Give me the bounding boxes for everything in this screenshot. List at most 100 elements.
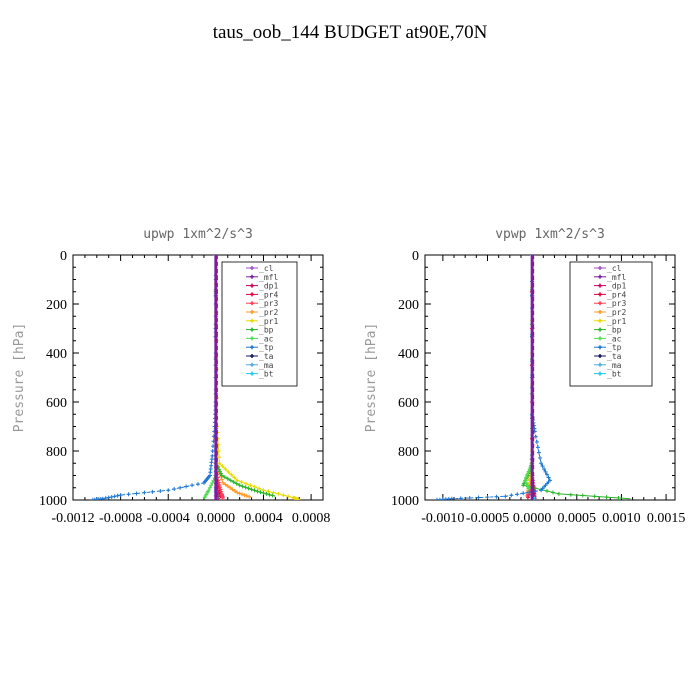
series-marker-pr2: [221, 480, 225, 485]
series-marker-pr3: [220, 495, 225, 500]
legend-marker: [250, 274, 254, 279]
legend-marker: [598, 318, 602, 323]
series-marker-tp: [201, 480, 206, 485]
series-marker-tp: [543, 469, 548, 474]
legend-marker: [250, 292, 254, 297]
legend-marker: [250, 345, 254, 350]
series-marker-tp: [142, 490, 147, 495]
chart-1: vpwp 1xm^2/s^3 Pressure [hPa] 0 200 400 600 80…: [364, 227, 685, 526]
legend: _cl_mfl_dp1_pr4_pr3_pr2_pr1_bp_ac_tp_ta_…: [221, 261, 298, 387]
x-tick-label: -0.0005: [466, 511, 509, 526]
series-marker-bp: [592, 494, 597, 499]
series-marker-bp: [225, 476, 230, 481]
legend-label: _cl: [607, 264, 622, 273]
y-tick-label: 800: [398, 445, 419, 460]
legend-marker: [598, 310, 602, 314]
series-marker-bp: [258, 490, 263, 495]
series-marker-tp: [184, 484, 189, 489]
legend-marker: [250, 362, 254, 367]
series-marker-bp: [228, 478, 233, 483]
x-tick-label: 0.0008: [292, 511, 331, 526]
x-tick-label: -0.0012: [51, 511, 94, 526]
series-marker-tp: [546, 475, 551, 480]
series-marker-bp: [243, 485, 248, 490]
y-tick-label: 1000: [39, 494, 67, 509]
series-marker-bp: [261, 491, 266, 496]
chart-0: upwp 1xm^2/s^3 Pressure [hPa] 0 200 400 600 80…: [12, 227, 330, 526]
series-marker-tp: [118, 493, 123, 498]
series-marker-tp: [190, 483, 195, 488]
x-tick-label: 0.0000: [513, 511, 552, 526]
series-marker-pr1: [266, 489, 271, 494]
legend-label: _pr1: [607, 317, 626, 326]
legend-label: _ma: [259, 361, 274, 370]
series-marker-tp: [109, 494, 114, 499]
series-marker-ac: [526, 469, 531, 474]
legend-marker: [598, 354, 602, 358]
y-tick-label: 600: [398, 396, 419, 411]
legend-marker: [598, 301, 602, 306]
legend-label: _mfl: [259, 273, 278, 282]
series-marker-pr2: [244, 493, 249, 498]
y-tick-label: 0: [60, 249, 67, 264]
series-marker-bp: [240, 484, 245, 489]
legend-marker: [250, 318, 254, 323]
page-title: taus_oob_144 BUDGET at90E,70N: [212, 22, 488, 43]
series-marker-tp: [521, 491, 526, 496]
series-marker-pr1: [252, 484, 257, 489]
series-marker-bp: [237, 483, 242, 488]
y-axis-label: Pressure [hPa]: [364, 323, 379, 433]
legend-marker: [598, 336, 602, 341]
series-marker-ac: [526, 486, 531, 491]
series-marker-pr1: [223, 466, 228, 471]
legend-marker: [250, 371, 254, 376]
series-marker-tp: [90, 497, 95, 500]
x-tick-label: -0.0008: [99, 511, 142, 526]
x-tick-label: 0.0000: [197, 511, 236, 526]
legend-marker: [250, 336, 254, 341]
series-marker-pr2: [225, 484, 230, 489]
series-marker-pr1: [281, 493, 286, 498]
series-marker-bp: [270, 493, 275, 498]
legend-label: _ac: [259, 334, 274, 343]
series-marker-tp: [458, 496, 463, 500]
legend-marker: [250, 301, 254, 306]
series-marker-tp: [467, 495, 472, 500]
series-marker-pr1: [244, 481, 249, 486]
series-marker-pr3: [219, 489, 224, 494]
series-marker-bp: [234, 481, 239, 486]
series-marker-tp: [210, 449, 215, 453]
legend-marker: [598, 345, 602, 350]
series-marker-tp: [540, 464, 545, 469]
series-marker-pr3: [217, 482, 222, 487]
legend-label: _pr2: [259, 308, 278, 317]
series-marker-bp: [580, 493, 585, 498]
y-tick-label: 800: [46, 445, 67, 460]
series-marker-tp: [494, 494, 499, 499]
legend-marker: [250, 354, 254, 358]
series-marker-tp: [196, 482, 200, 487]
series-marker-bp: [255, 489, 260, 494]
y-tick-label: 200: [46, 298, 67, 313]
legend-marker: [598, 266, 602, 270]
legend-label: _bp: [259, 326, 274, 335]
series-marker-tp: [534, 440, 539, 445]
series-marker-tp: [115, 493, 120, 498]
series-marker-bp: [218, 471, 223, 476]
series-marker-pr2: [232, 489, 237, 494]
series-marker-pr1: [226, 469, 231, 474]
legend-label: _bt: [259, 370, 274, 379]
series-marker-tp: [533, 434, 538, 439]
series-marker-bp: [568, 492, 573, 497]
series-marker-ac: [210, 480, 215, 485]
series-marker-bp: [217, 469, 222, 474]
series-marker-tp: [539, 488, 544, 493]
series-marker-bp: [521, 483, 526, 488]
series-marker-pr2: [237, 491, 242, 496]
legend-marker: [598, 371, 602, 376]
series-marker-pr1: [257, 486, 262, 491]
series-marker-tp: [509, 493, 514, 498]
series-marker-pr2: [247, 494, 252, 499]
legend-marker: [250, 266, 254, 270]
